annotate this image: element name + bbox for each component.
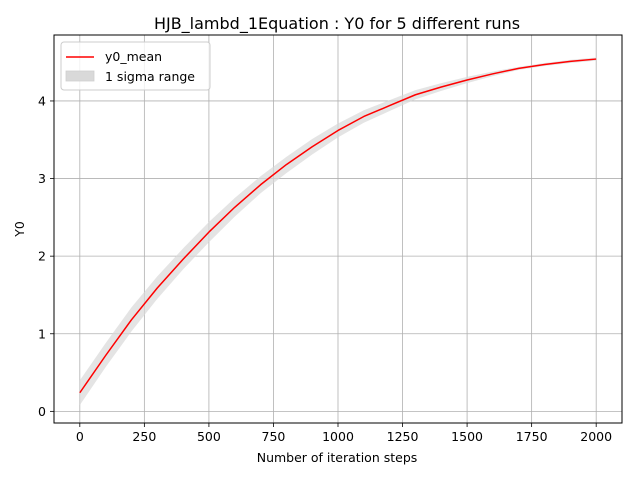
x-tick-label: 250	[132, 429, 156, 444]
grid	[54, 35, 622, 423]
mean-line-layer	[79, 58, 597, 394]
x-tick-label: 1000	[322, 429, 354, 444]
x-tick-label: 1500	[451, 429, 483, 444]
y-tick-label: 0	[38, 404, 46, 419]
y-tick-label: 2	[38, 249, 46, 264]
x-tick-label: 1250	[387, 429, 419, 444]
sigma-band	[79, 57, 597, 406]
x-tick-label: 2000	[580, 429, 612, 444]
mean-line	[79, 58, 597, 394]
y-axis-ticks: 0 1 2 3 4	[38, 93, 54, 419]
x-tick-label: 750	[262, 429, 286, 444]
legend-swatch-band	[65, 70, 95, 82]
x-tick-label: 0	[76, 429, 84, 444]
y-tick-label: 1	[38, 326, 46, 341]
sigma-band-layer	[79, 57, 597, 406]
legend-box	[60, 41, 211, 91]
y-tick-label: 3	[38, 171, 46, 186]
x-axis-ticks: 0 250 500 750 1000 1250 1500 1750 2000	[76, 423, 612, 444]
y-axis-label: Y0	[12, 221, 27, 238]
legend-label-band: 1 sigma range	[105, 69, 195, 84]
x-axis-label: Number of iteration steps	[257, 450, 418, 465]
y-tick-label: 4	[38, 93, 46, 108]
chart-title: HJB_lambd_1Equation : Y0 for 5 different…	[154, 14, 520, 34]
legend-label-mean: y0_mean	[105, 49, 162, 64]
legend: y0_mean 1 sigma range	[60, 41, 211, 91]
x-tick-label: 1750	[516, 429, 548, 444]
x-tick-label: 500	[197, 429, 221, 444]
